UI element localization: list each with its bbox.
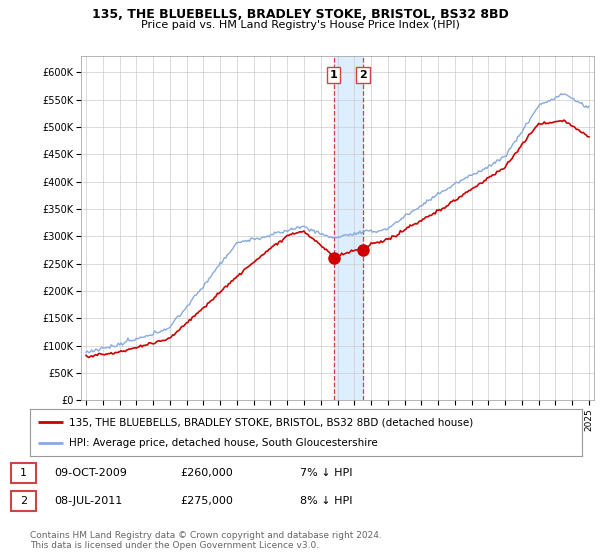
- Text: Price paid vs. HM Land Registry's House Price Index (HPI): Price paid vs. HM Land Registry's House …: [140, 20, 460, 30]
- Text: 135, THE BLUEBELLS, BRADLEY STOKE, BRISTOL, BS32 8BD: 135, THE BLUEBELLS, BRADLEY STOKE, BRIST…: [92, 8, 508, 21]
- Text: 2: 2: [20, 496, 27, 506]
- Text: 8% ↓ HPI: 8% ↓ HPI: [300, 496, 353, 506]
- Text: 135, THE BLUEBELLS, BRADLEY STOKE, BRISTOL, BS32 8BD (detached house): 135, THE BLUEBELLS, BRADLEY STOKE, BRIST…: [68, 417, 473, 427]
- Text: 1: 1: [330, 70, 338, 80]
- Bar: [334, 56, 363, 400]
- Text: Contains HM Land Registry data © Crown copyright and database right 2024.
This d: Contains HM Land Registry data © Crown c…: [30, 531, 382, 550]
- Text: £275,000: £275,000: [180, 496, 233, 506]
- Text: 7% ↓ HPI: 7% ↓ HPI: [300, 468, 353, 478]
- Text: 08-JUL-2011: 08-JUL-2011: [54, 496, 122, 506]
- Text: 1: 1: [20, 468, 27, 478]
- Text: 2: 2: [359, 70, 367, 80]
- Text: 09-OCT-2009: 09-OCT-2009: [54, 468, 127, 478]
- Text: HPI: Average price, detached house, South Gloucestershire: HPI: Average price, detached house, Sout…: [68, 438, 377, 448]
- Text: £260,000: £260,000: [180, 468, 233, 478]
